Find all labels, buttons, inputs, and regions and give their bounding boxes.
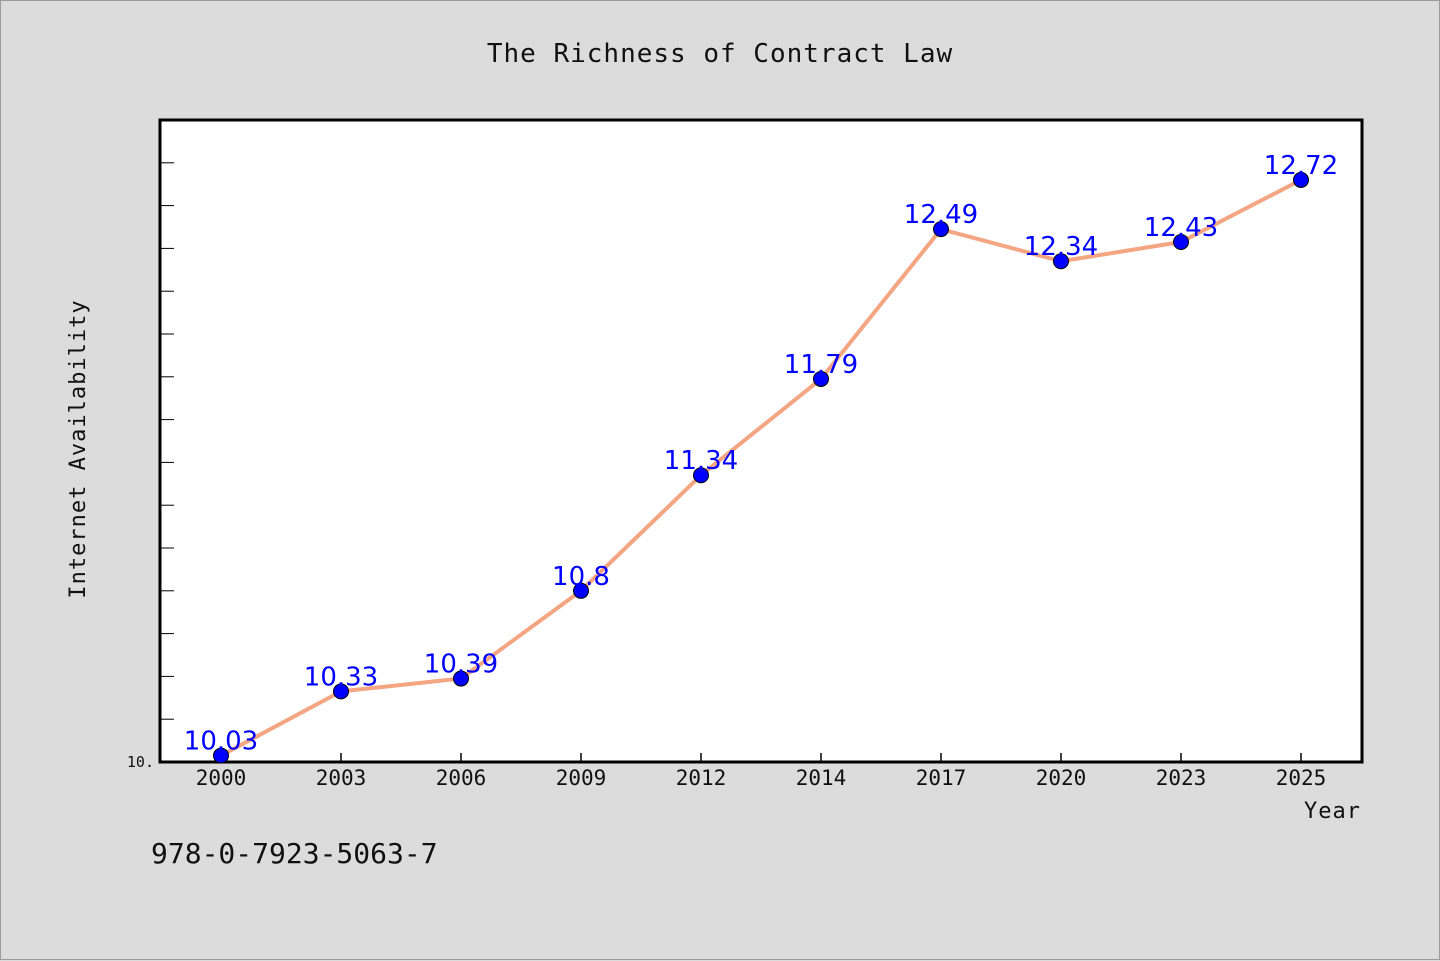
x-tick-label: 2017 xyxy=(916,766,967,790)
data-point xyxy=(213,747,229,764)
data-label: 12.43 xyxy=(1144,213,1218,243)
data-point xyxy=(453,670,469,687)
data-label: 10.8 xyxy=(552,562,610,592)
x-tick-label: 2009 xyxy=(556,766,607,790)
series-line xyxy=(220,178,1302,758)
data-point xyxy=(693,467,709,484)
chart-title: The Richness of Contract Law xyxy=(487,39,953,69)
plot-area xyxy=(158,118,1364,764)
data-label: 10.03 xyxy=(184,727,258,757)
data-label: 12.34 xyxy=(1024,232,1098,262)
data-point xyxy=(333,683,349,700)
x-tick-label: 2020 xyxy=(1036,766,1087,790)
x-tick-label: 2012 xyxy=(676,766,727,790)
y-tick-label-min: 10. xyxy=(127,753,154,771)
x-axis-label: Year xyxy=(1304,799,1361,824)
data-point xyxy=(1173,233,1189,250)
series-group: 10.03 10.33 10.39 10.8 11.34 11.79 12.49 12.34 1… xyxy=(184,151,1338,764)
data-point xyxy=(573,582,589,599)
isbn-text: 978-0-7923-5063-7 xyxy=(151,837,438,870)
x-tick-label: 2006 xyxy=(436,766,487,790)
x-tick-label: 2025 xyxy=(1276,766,1327,790)
x-axis-ticks: 2000 2003 2006 2009 2012 2014 2017 2020 2023 2025 xyxy=(196,753,1327,790)
x-tick-label: 2000 xyxy=(196,766,247,790)
y-axis-ticks xyxy=(160,119,174,763)
y-axis-label: Internet Availability xyxy=(66,299,91,598)
data-point xyxy=(813,370,829,387)
data-point xyxy=(1293,171,1309,188)
data-label: 12.49 xyxy=(904,200,978,230)
x-tick-label: 2023 xyxy=(1156,766,1207,790)
data-point xyxy=(933,221,949,238)
x-tick-label: 2014 xyxy=(796,766,847,790)
data-point xyxy=(1053,253,1069,270)
x-tick-label: 2003 xyxy=(316,766,367,790)
data-label: 11.34 xyxy=(664,446,738,476)
data-label: 12.72 xyxy=(1264,151,1338,181)
data-label: 10.39 xyxy=(424,650,498,680)
data-label: 10.33 xyxy=(304,662,378,692)
data-label: 11.79 xyxy=(784,350,858,380)
